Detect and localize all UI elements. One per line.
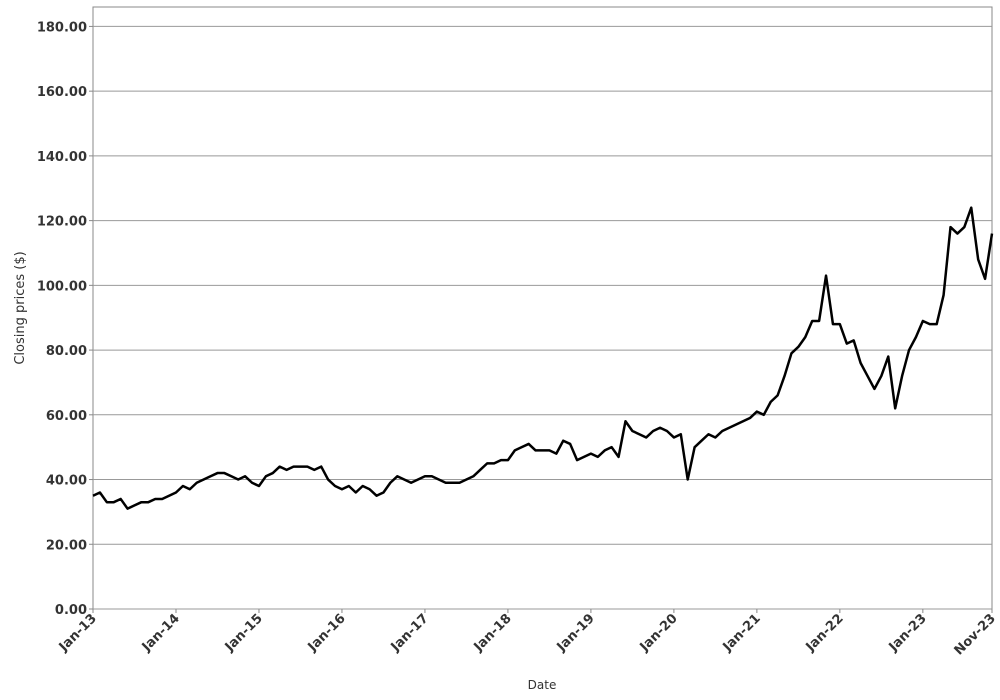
x-tick-label: Jan-17	[388, 611, 432, 655]
y-tick-label: 60.00	[46, 409, 87, 424]
y-tick-label: 20.00	[46, 538, 87, 553]
x-tick-label: Jan-15	[222, 611, 266, 655]
y-tick-label: 100.00	[37, 279, 87, 294]
x-tick-label: Jan-19	[554, 611, 598, 655]
y-tick-label: 180.00	[37, 20, 87, 35]
x-tick-label: Jan-23	[886, 611, 930, 655]
y-tick-label: 160.00	[37, 85, 87, 100]
x-tick-label: Jan-16	[305, 611, 349, 655]
plot-area	[92, 6, 993, 610]
y-tick-label: 80.00	[46, 344, 87, 359]
y-tick-label: 0.00	[55, 603, 87, 618]
x-tick-label: Jan-18	[471, 611, 515, 655]
x-tick-label: Jan-22	[803, 611, 847, 655]
price-line	[92, 206, 994, 510]
x-axis-label: Date	[528, 678, 557, 692]
x-tick-label: Jan-14	[139, 611, 183, 655]
x-tick-label: Nov-23	[952, 611, 999, 658]
x-tick-label: Jan-21	[720, 611, 764, 655]
x-tick-label: Jan-20	[637, 611, 681, 655]
y-axis-label: Closing prices ($)	[13, 251, 28, 364]
y-tick-label: 140.00	[37, 150, 87, 165]
y-tick-label: 40.00	[46, 474, 87, 489]
y-tick-label: 120.00	[37, 215, 87, 230]
